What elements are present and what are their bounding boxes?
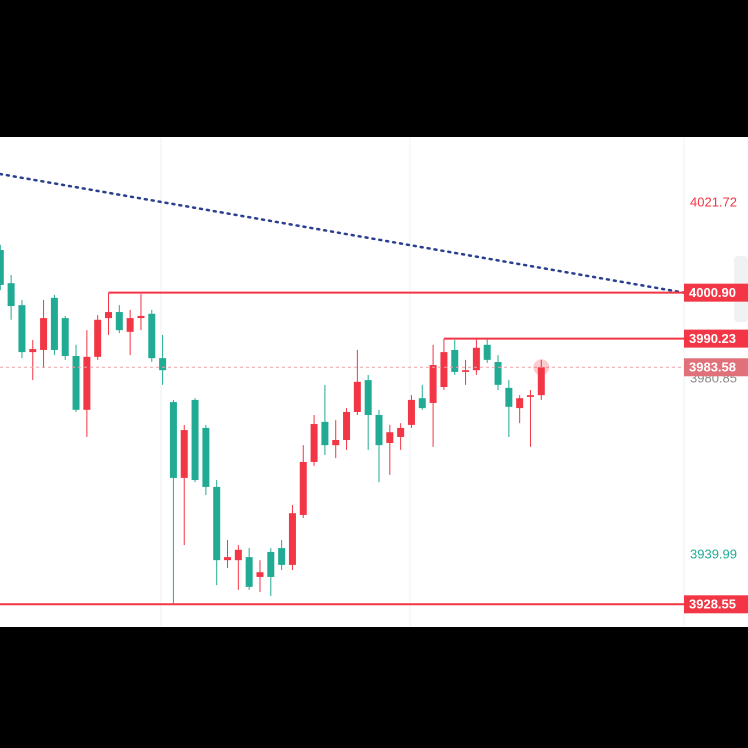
candle-body [440,352,448,387]
candle-body [7,283,15,307]
candle-body [245,557,253,587]
candle-body [191,399,199,481]
candle-body [137,315,145,319]
price-level-box [684,329,748,348]
candle-body [148,313,156,359]
current-price-box [684,358,748,377]
candle-body [462,370,470,372]
candle-body [407,399,415,425]
current-price-pulse [533,359,550,376]
candle-body [169,402,177,478]
candle-body [494,362,502,385]
candle-body [526,395,534,397]
candle-body [343,411,351,440]
candle-body [332,439,340,446]
candle-body [267,551,275,577]
candle-body [505,387,513,407]
candle-body [288,513,296,565]
candle-body [397,427,405,437]
candle-body [224,557,232,561]
candle-body [29,349,37,353]
candle-body [451,349,459,372]
candle-body [516,398,524,409]
candle-body [364,380,372,415]
candle-body [115,312,123,331]
candle-body [472,347,480,371]
candle-body [213,486,221,561]
candle-body [83,356,91,410]
candle-body [159,358,167,371]
candle-body [353,381,361,412]
candle-body [61,318,69,356]
candle-body [94,319,102,357]
candle-body [310,424,318,462]
candle-body [321,421,329,446]
candle-body [40,318,48,350]
candle-body [256,572,264,577]
y-tick-label: 3939.99 [690,546,737,561]
candle-body [202,427,210,487]
candle-body [418,398,426,409]
candle-body [483,344,491,360]
candle-body [105,312,112,319]
candle-body [72,355,80,410]
current-price-label: 3983.58 [689,360,736,375]
candle-body [18,305,26,353]
price-level-box [684,595,748,614]
plot-area [0,137,748,627]
candle-body [0,250,4,285]
price-level-label: 3928.55 [689,597,736,612]
y-tick-label: 4021.72 [690,194,737,209]
candle-body [386,432,394,443]
candle-body [299,461,307,515]
candle-body [278,548,286,565]
candle-body [180,430,188,478]
price-level-label: 4000.90 [689,285,736,300]
candle-body [429,365,437,403]
candle-body [537,367,545,396]
candle-body [375,414,383,446]
candle-body [50,297,58,350]
price-level-label: 3990.23 [689,331,736,346]
candle-body [126,318,134,332]
candle-body [234,549,242,561]
price-level-box [684,283,748,302]
